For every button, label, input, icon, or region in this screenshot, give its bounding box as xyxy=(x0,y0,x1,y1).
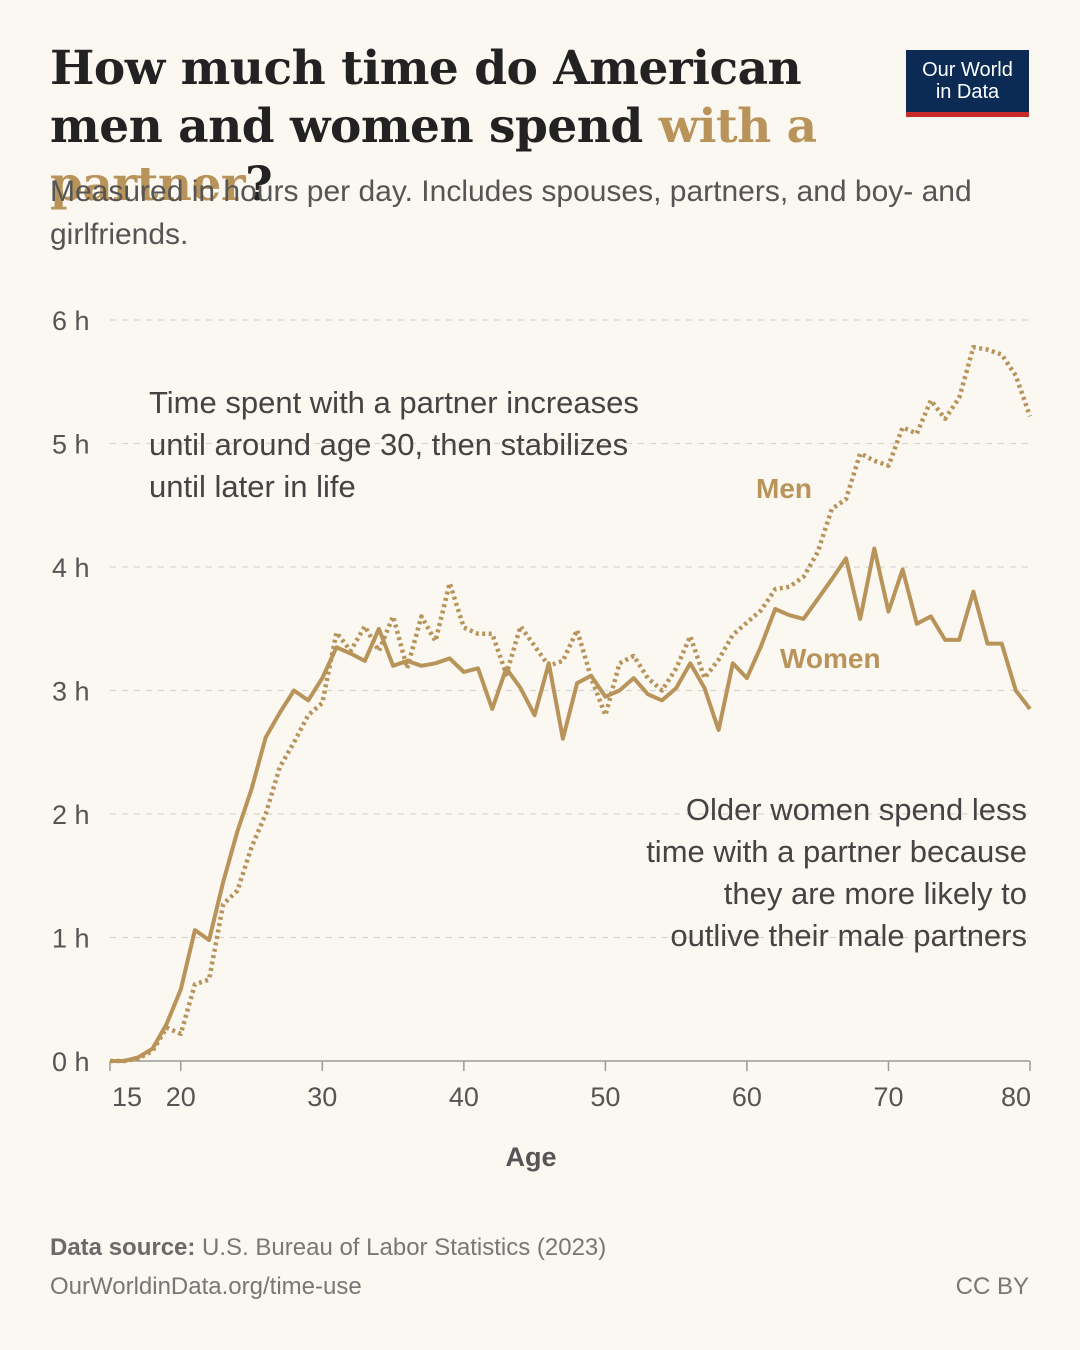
x-tick-label: 40 xyxy=(449,1082,479,1112)
series-label-women: Women xyxy=(780,643,881,674)
series-line-men xyxy=(110,344,1033,1064)
x-tick-label: 15 xyxy=(112,1082,142,1112)
series-line-women xyxy=(110,546,1032,1063)
x-tick-label: 80 xyxy=(1001,1082,1031,1112)
series-label-men: Men xyxy=(756,473,812,504)
x-tick-label: 70 xyxy=(873,1082,903,1112)
y-tick-label: 3 h xyxy=(52,677,90,707)
y-axis-ticks: 0 h 1 h 2 h 3 h 4 h 5 h 6 h xyxy=(52,306,90,1077)
series-labels: Men Women xyxy=(756,473,881,674)
logo-line-2: in Data xyxy=(935,81,1000,103)
owid-logo[interactable]: Our World in Data xyxy=(906,50,1029,117)
x-tick-label: 60 xyxy=(732,1082,762,1112)
data-source-label: Data source: xyxy=(50,1234,196,1261)
annotation-older-women: Older women spend less time with a partne… xyxy=(646,792,1027,953)
data-source-text: U.S. Bureau of Labor Statistics (2023) xyxy=(195,1234,607,1261)
title-end: ? xyxy=(245,157,273,212)
logo-line-1: Our World xyxy=(922,59,1013,81)
data-source: Data source: U.S. Bureau of Labor Statis… xyxy=(50,1234,606,1262)
y-tick-label: 6 h xyxy=(52,306,90,336)
y-tick-label: 2 h xyxy=(52,800,90,830)
title-highlight: with a partner xyxy=(50,99,817,212)
license-link[interactable]: CC BY xyxy=(955,1273,1029,1300)
x-axis-title: Age xyxy=(505,1142,556,1172)
x-tick-label: 30 xyxy=(307,1082,337,1112)
x-axis: 15 20 30 40 50 60 70 80 Age xyxy=(109,1060,1031,1172)
gridlines xyxy=(110,319,1030,939)
annotations: Time spent with a partner increases until… xyxy=(149,385,1027,953)
y-tick-label: 1 h xyxy=(52,924,90,954)
x-tick-label: 50 xyxy=(590,1082,620,1112)
source-url-link[interactable]: OurWorldinData.org/time-use xyxy=(50,1273,362,1300)
chart-subtitle: Measured in hours per day. Includes spou… xyxy=(50,175,972,251)
x-tick-label: 20 xyxy=(166,1082,196,1112)
annotation-increase: Time spent with a partner increases until… xyxy=(149,385,639,504)
title-text: How much time do American men and women … xyxy=(50,41,802,154)
line-chart: 0 h 1 h 2 h 3 h 4 h 5 h 6 h 15 20 30 40 50 60 70 80 Ag… xyxy=(52,306,1033,1172)
chart-title: How much time do American men and women … xyxy=(50,40,870,214)
y-tick-label: 5 h xyxy=(52,430,90,460)
y-tick-label: 0 h xyxy=(52,1047,90,1077)
series-lines xyxy=(110,344,1033,1064)
y-tick-label: 4 h xyxy=(52,553,90,583)
